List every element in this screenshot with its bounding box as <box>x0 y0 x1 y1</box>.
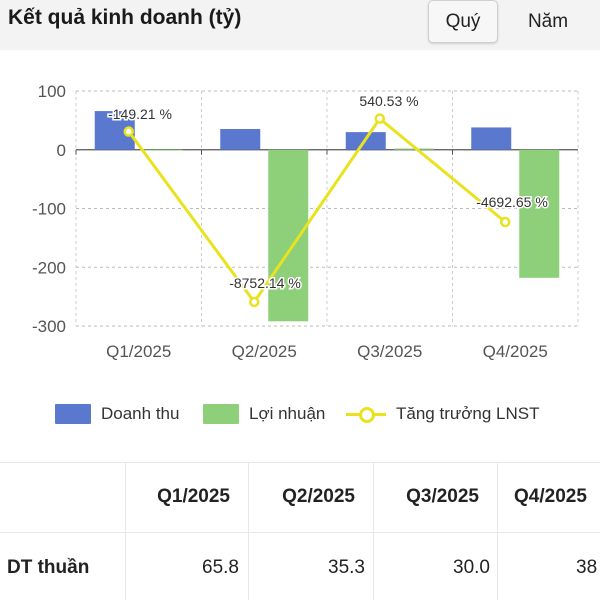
table-header-q3: Q3/2025 <box>406 486 479 507</box>
growth-data-label: 540.53 % <box>359 93 418 109</box>
legend-label-growth: Tăng trưởng LNST <box>396 404 540 423</box>
table-col-divider <box>125 462 126 600</box>
legend-swatch-revenue <box>55 404 91 424</box>
table-cell-q1: 65.8 <box>202 557 239 578</box>
growth-point <box>123 126 134 137</box>
growth-point <box>249 296 260 308</box>
bar-profit <box>268 149 309 322</box>
table-row-label: DT thuần <box>7 557 90 578</box>
table-col-divider <box>248 462 249 600</box>
table-header-q2: Q2/2025 <box>282 486 355 507</box>
legend-swatch-profit <box>203 404 239 424</box>
legend-line-icon <box>346 404 386 424</box>
bar-profit <box>142 149 183 151</box>
tab-year[interactable]: Năm <box>527 10 569 32</box>
bar-revenue <box>220 129 261 150</box>
table-header-q1: Q1/2025 <box>157 486 230 507</box>
y-tick-label: -200 <box>32 258 66 277</box>
chart-legend: Doanh thu Lợi nhuận Tăng trưởng LNST <box>0 404 600 432</box>
growth-point <box>374 113 385 124</box>
table-cell-q2: 35.3 <box>328 557 365 578</box>
growth-point <box>500 216 511 228</box>
table-top-border <box>0 462 600 463</box>
table-col-divider <box>373 462 374 600</box>
tab-quarter[interactable]: Quý <box>428 0 498 43</box>
table-col-divider <box>497 462 498 600</box>
legend-item-growth[interactable]: Tăng trưởng LNST <box>346 404 539 424</box>
bar-profit <box>519 149 560 278</box>
page-title: Kết quả kinh doanh (tỷ) <box>8 6 242 29</box>
x-tick-label: Q4/2025 <box>483 342 548 361</box>
growth-line <box>127 116 507 305</box>
x-tick-label: Q1/2025 <box>106 342 171 361</box>
legend-label-profit: Lợi nhuận <box>249 404 326 423</box>
bar-profit <box>393 148 434 150</box>
x-tick-label: Q2/2025 <box>232 342 297 361</box>
legend-item-profit[interactable]: Lợi nhuận <box>203 404 325 424</box>
table-row-divider <box>0 532 600 533</box>
growth-data-label: -4692.65 % <box>476 194 548 210</box>
bar-revenue <box>471 127 512 150</box>
business-results-chart: 100 0 -100 -200 -300 Q1/2025 Q2/2025 Q3/2025 Q4/… <box>32 82 579 361</box>
y-tick-label: 100 <box>38 82 66 101</box>
growth-data-label: -8752.14 % <box>229 275 301 291</box>
header-bar: Kết quả kinh doanh (tỷ) Quý Năm <box>0 0 600 50</box>
growth-data-label: -149.21 % <box>108 106 172 122</box>
table-header-q4: Q4/2025 <box>514 486 587 507</box>
y-tick-label: 0 <box>57 141 66 160</box>
table-cell-q3: 30.0 <box>453 557 490 578</box>
legend-item-revenue[interactable]: Doanh thu <box>55 404 179 424</box>
y-tick-label: -300 <box>32 317 66 336</box>
x-tick-label: Q3/2025 <box>357 342 422 361</box>
legend-label-revenue: Doanh thu <box>101 404 180 423</box>
y-tick-label: -100 <box>32 200 66 219</box>
table-cell-q4: 38 <box>576 557 598 578</box>
